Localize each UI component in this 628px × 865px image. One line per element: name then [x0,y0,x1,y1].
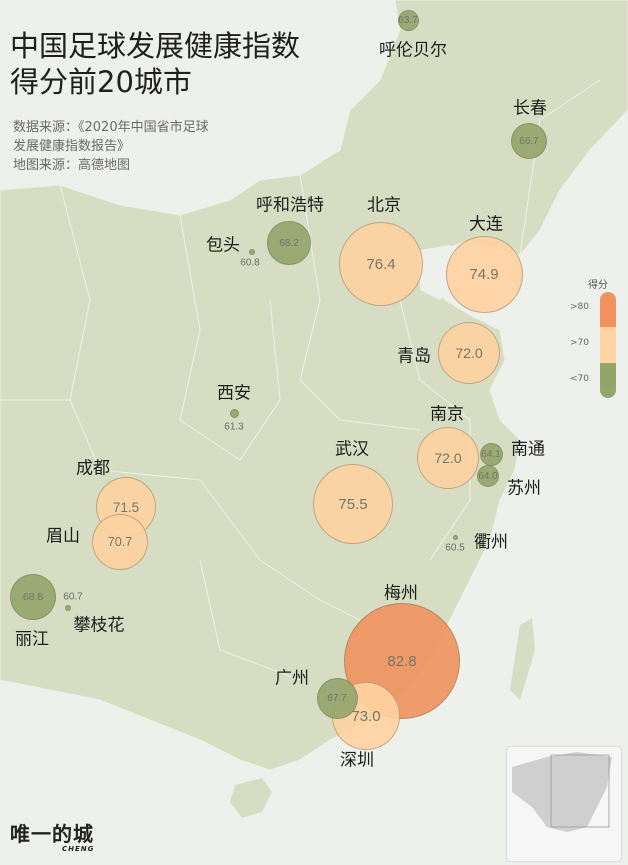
hainan-island [230,778,272,818]
title-line-1: 中国足球发展健康指数 [10,29,301,63]
source-line-1: 数据来源：《2020年中国省市足球 [13,120,209,135]
city-name: 南京 [430,404,464,425]
city-name: 武汉 [335,439,369,460]
city-name: 南通 [511,439,545,460]
legend-title: 得分 [588,280,608,291]
city-bubble: 72.0 [437,321,501,385]
inset-map-shape [512,752,612,832]
city-bubble: 68.2 [267,221,311,265]
city-name: 长春 [513,98,547,119]
page-title: 中国足球发展健康指数 得分前20城市 [10,28,300,100]
city-bubble: 76.4 [338,221,424,307]
city-bubble [229,408,239,418]
city-bubble [65,605,71,611]
city-name: 青岛 [397,346,431,367]
legend-color-bar [600,292,616,398]
city-bubble: 67.7 [316,677,358,719]
city-name: 衢州 [474,532,508,553]
city-name: 苏州 [507,478,541,499]
legend-label-mid: >70 [570,338,589,348]
city-bubble: 74.9 [445,235,523,313]
city-name: 北京 [367,195,401,216]
china-inset-map [506,746,622,862]
city-name: 呼伦贝尔 [379,40,447,61]
legend-label-low: <70 [570,374,589,384]
city-bubble: 64.0 [476,464,500,488]
brand-logo-sub: CHENG [62,845,95,853]
province-borders [0,79,601,681]
city-name: 眉山 [46,526,80,547]
legend-swatch-high [600,292,616,328]
city-name: 成都 [76,458,110,479]
city-name: 攀枝花 [73,615,125,636]
city-name: 深圳 [340,750,374,771]
city-bubble: 63.7 [397,9,419,31]
brand-logo: 唯一的城 [10,822,94,846]
city-name: 大连 [469,214,503,235]
legend-swatch-low [600,362,616,398]
city-bubble: 66.7 [511,123,547,159]
source-line-2: 发展健康指数报告》 [13,139,131,154]
city-name: 广州 [275,668,309,689]
city-bubble: 70.7 [92,514,148,570]
city-score: 60.7 [63,591,83,603]
title-line-2: 得分前20城市 [10,65,192,99]
legend-swatch-mid [600,327,616,363]
taiwan-island [510,618,535,700]
city-bubble [452,534,458,540]
land-mass [0,0,628,771]
city-score: 60.5 [445,542,465,554]
city-name: 梅州 [384,583,418,604]
city-score: 60.8 [240,257,260,269]
city-name: 包头 [206,235,240,256]
legend-label-high: >80 [570,302,589,312]
source-line-3: 地图来源：高德地图 [13,158,131,173]
city-bubble: 68.8 [9,573,57,621]
city-bubble: 64.1 [479,442,503,466]
city-name: 西安 [217,383,251,404]
city-name: 丽江 [15,629,49,650]
city-score: 61.3 [224,421,244,433]
source-note: 数据来源：《2020年中国省市足球 发展健康指数报告》 地图来源：高德地图 [13,118,209,175]
city-bubble: 75.5 [313,464,393,544]
city-bubble [248,248,256,256]
city-name: 呼和浩特 [256,195,324,216]
city-bubble: 72.0 [416,426,480,490]
